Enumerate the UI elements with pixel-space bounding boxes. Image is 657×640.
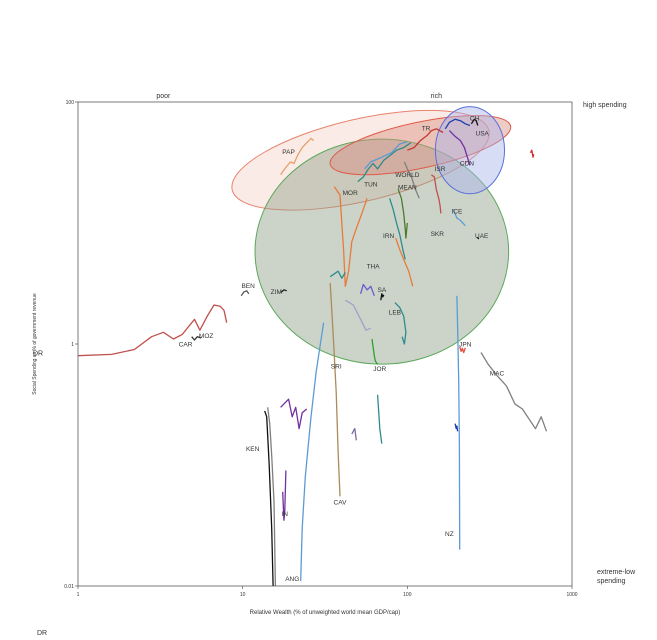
point-label-car: CAR	[179, 342, 193, 349]
series-line-22	[476, 236, 480, 240]
series-line-37	[329, 270, 346, 279]
top-label-poor: poor	[156, 93, 171, 100]
point-label-jor: JOR	[373, 366, 386, 373]
point-label-ben: BEN	[241, 283, 255, 290]
point-label-nz: NZ	[445, 531, 454, 538]
y-tick-label: 100	[66, 100, 75, 106]
series-line-3	[280, 289, 287, 294]
point-label-cdn: CDN	[460, 160, 474, 167]
point-label-pap: PAP	[282, 149, 295, 156]
point-label-in: IN	[281, 511, 288, 518]
point-label-tha: THA	[367, 264, 381, 271]
point-label-ken: KEN	[246, 446, 260, 453]
ellipse-blue	[434, 106, 506, 195]
series-line-32	[351, 427, 357, 441]
series-line-33	[264, 410, 274, 587]
series-line-27	[344, 299, 372, 331]
cluster-ellipses	[231, 106, 512, 365]
series-line-6	[357, 142, 412, 183]
point-label-skr: SKR	[431, 231, 445, 238]
series-line-0	[77, 304, 228, 357]
series-line-36	[282, 470, 287, 521]
series-line-31	[376, 394, 383, 444]
point-label-uae: UAE	[475, 233, 489, 240]
series-line-14	[380, 293, 385, 301]
series-line-8	[397, 189, 408, 239]
series-line-9	[403, 161, 420, 199]
series-line-15	[431, 174, 442, 214]
y-tick-label: 0.01	[64, 584, 74, 590]
y-tick-label: 1	[71, 342, 74, 348]
series-line-26	[480, 352, 548, 432]
series-line-5	[333, 186, 368, 287]
point-label-ice: ICE	[451, 208, 463, 215]
series-lines	[77, 118, 548, 587]
point-label-usa: USA	[476, 130, 490, 137]
x-axis-title: Relative Wealth (% of unweighted world m…	[250, 610, 401, 616]
series-line-20	[529, 149, 535, 158]
point-label-irn: IRN	[383, 233, 395, 240]
point-label-world: WORLD	[395, 172, 420, 179]
point-label-jpn: JPN	[459, 342, 472, 349]
point-label-isr: ISR	[435, 166, 446, 173]
x-tick-label: 1000	[566, 592, 577, 598]
series-line-19	[470, 118, 479, 126]
point-label-ch: CH	[470, 116, 480, 123]
point-label-moz: MOZ	[199, 333, 213, 340]
series-line-29	[300, 322, 325, 582]
series-line-11	[395, 237, 414, 287]
series-line-2	[240, 290, 250, 297]
series-line-30	[371, 338, 379, 365]
point-label-tr: TR	[422, 126, 431, 133]
series-line-34	[267, 407, 277, 587]
point-label-mor: MOR	[343, 190, 358, 197]
ellipse-green	[254, 138, 510, 365]
corner-label: DR	[37, 630, 47, 637]
ellipse-poor-pink	[231, 109, 490, 211]
x-tick-label: 10	[240, 592, 246, 598]
point-label-cav: CAV	[334, 500, 348, 507]
series-line-21	[452, 208, 466, 227]
point-label-sa: SA	[377, 287, 386, 294]
y-side-label: DR	[33, 351, 43, 358]
series-line-13	[394, 302, 407, 345]
series-line-16	[407, 128, 444, 151]
series-line-24	[454, 423, 459, 432]
point-label-mean: MEAN	[398, 184, 417, 191]
y-axis-title: Social Spending as % of government reven…	[32, 293, 38, 395]
series-line-28	[329, 282, 341, 497]
point-label-mac: MAC	[490, 370, 505, 377]
series-line-12	[359, 283, 375, 297]
series-line-23	[456, 295, 461, 550]
series-line-4	[280, 137, 315, 176]
x-tick-label: 1	[77, 592, 80, 598]
point-label-zim: ZIM	[271, 289, 282, 296]
point-label-leb: LEB	[389, 310, 401, 317]
right-label-spending: spending	[597, 578, 626, 585]
point-label-ang: ANG	[285, 576, 299, 583]
point-labels: PAP MOR TUN WORLD MEAN TR ISR CH USA CDN ICE UAE SKR…	[179, 116, 505, 583]
series-line-1	[191, 336, 202, 341]
top-label-rich: rich	[431, 93, 442, 100]
right-label-high-spending: high spending	[583, 102, 627, 109]
x-tick-label: 100	[403, 592, 412, 598]
series-line-10	[388, 198, 406, 260]
series-line-17	[444, 118, 471, 130]
point-label-tun: TUN	[364, 182, 378, 189]
right-label-extreme-low: extreme-low	[597, 569, 636, 576]
series-line-35	[280, 398, 308, 430]
series-line-18	[448, 130, 471, 166]
series-line-25	[459, 346, 466, 354]
series-line-7	[364, 141, 408, 170]
point-label-sri: SRI	[331, 363, 342, 370]
